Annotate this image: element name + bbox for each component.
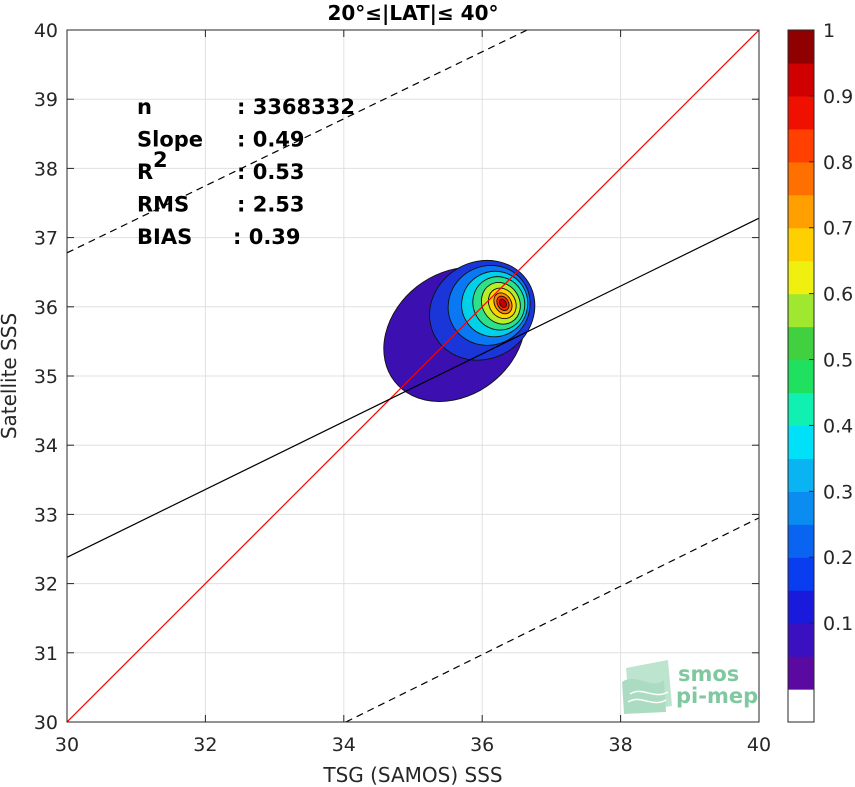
- y-ticks: 30 31 32 33 34 35 36 37 38 39 40: [34, 20, 759, 734]
- colorbar-segment: [788, 359, 814, 394]
- colorbar-segment: [788, 590, 814, 624]
- one-to-one-line: [67, 30, 759, 722]
- y-tick-label: 31: [34, 643, 58, 665]
- reference-lines: [67, 30, 759, 722]
- colorbar-tick-label: 0.8: [823, 152, 853, 174]
- colorbar-segment: [788, 524, 814, 558]
- colorbar-segment: [788, 227, 814, 262]
- y-axis-label: Satellite SSS: [0, 313, 21, 439]
- x-axis-label: TSG (SAMOS) SSS: [322, 763, 502, 787]
- regression-fit-line: [67, 217, 759, 558]
- colorbar-segment: [788, 260, 814, 295]
- colorbar-segment: [788, 557, 814, 591]
- y-tick-label: 36: [34, 297, 58, 319]
- colorbar-segment: [788, 458, 814, 492]
- colorbar-segment: [788, 161, 814, 196]
- colorbar-tick-label: 0.6: [823, 284, 853, 306]
- colorbar-segment: [788, 293, 814, 328]
- x-tick-label: 36: [470, 734, 494, 756]
- colorbar-tick-label: 0.4: [823, 415, 853, 437]
- stat-label-superscript: 2: [153, 148, 168, 172]
- smos-pi-mep-logo: smos pi-mep: [622, 660, 758, 714]
- colorbar-tick-label: 0.7: [823, 218, 853, 240]
- colorbar-segment: [788, 30, 814, 64]
- statistics-box: n : 3368332 Slope : 0.49 R 2 : 0.53 RMS : 2.53 BI…: [137, 95, 355, 249]
- colorbar-segment: [788, 623, 814, 657]
- contour-level: [498, 298, 507, 308]
- colorbar-segment: [788, 656, 814, 690]
- colorbar-tick-label: 0.3: [823, 481, 853, 503]
- y-tick-label: 38: [34, 158, 58, 180]
- stat-value: : 0.39: [233, 225, 301, 249]
- colorbar-tick-label: 1: [823, 20, 835, 42]
- colorbar-tick-label: 0.5: [823, 350, 853, 372]
- y-tick-label: 40: [34, 20, 58, 42]
- colorbar-segment: [788, 689, 814, 723]
- colorbar-segment: [788, 392, 814, 427]
- logo-text-pimep: pi-mep: [676, 684, 758, 708]
- stat-label: RMS: [137, 193, 189, 217]
- x-tick-label: 32: [193, 734, 217, 756]
- y-tick-label: 39: [34, 89, 58, 111]
- colorbar-segment: [788, 194, 814, 229]
- upper-bound-line: [67, 30, 528, 254]
- y-tick-label: 30: [34, 712, 58, 734]
- colorbar-segment: [788, 326, 814, 361]
- y-tick-label: 32: [34, 574, 58, 596]
- x-tick-label: 40: [747, 734, 771, 756]
- colorbar: 0.1 0.2 0.3 0.4 0.5 0.6 0.7 0.8 0.9 1: [787, 20, 853, 723]
- chart-title: 20°≤|LAT|≤ 40°: [327, 1, 498, 25]
- y-tick-label: 35: [34, 366, 58, 388]
- x-tick-label: 38: [609, 734, 633, 756]
- density-contours: [383, 259, 536, 403]
- stat-value: : 0.49: [237, 128, 305, 152]
- stat-label: BIAS: [137, 225, 192, 249]
- colorbar-tick-label: 0.1: [823, 613, 853, 635]
- colorbar-tick-label: 0.9: [823, 86, 853, 108]
- lower-bound-line: [345, 517, 759, 722]
- y-tick-label: 34: [34, 435, 58, 457]
- stat-value: : 3368332: [237, 95, 355, 119]
- stat-label: R: [137, 160, 153, 184]
- colorbar-segment: [788, 491, 814, 525]
- stat-value: : 2.53: [237, 193, 305, 217]
- colorbar-segment: [788, 95, 814, 130]
- colorbar-segment: [788, 425, 814, 459]
- colorbar-frame: [787, 29, 815, 723]
- stat-value: : 0.53: [237, 160, 305, 184]
- x-tick-label: 30: [55, 734, 79, 756]
- x-tick-label: 34: [332, 734, 356, 756]
- y-tick-label: 37: [34, 228, 58, 250]
- x-ticks: 30 32 34 36 38 40: [55, 30, 771, 756]
- colorbar-tick-label: 0.2: [823, 547, 853, 569]
- logo-waves-icon: [622, 660, 672, 714]
- logo-text-smos: smos: [678, 662, 739, 686]
- y-tick-label: 33: [34, 504, 58, 526]
- stat-label: n: [137, 95, 152, 119]
- colorbar-segment: [788, 62, 814, 97]
- colorbar-segment: [788, 128, 814, 163]
- stat-label: Slope: [137, 128, 203, 152]
